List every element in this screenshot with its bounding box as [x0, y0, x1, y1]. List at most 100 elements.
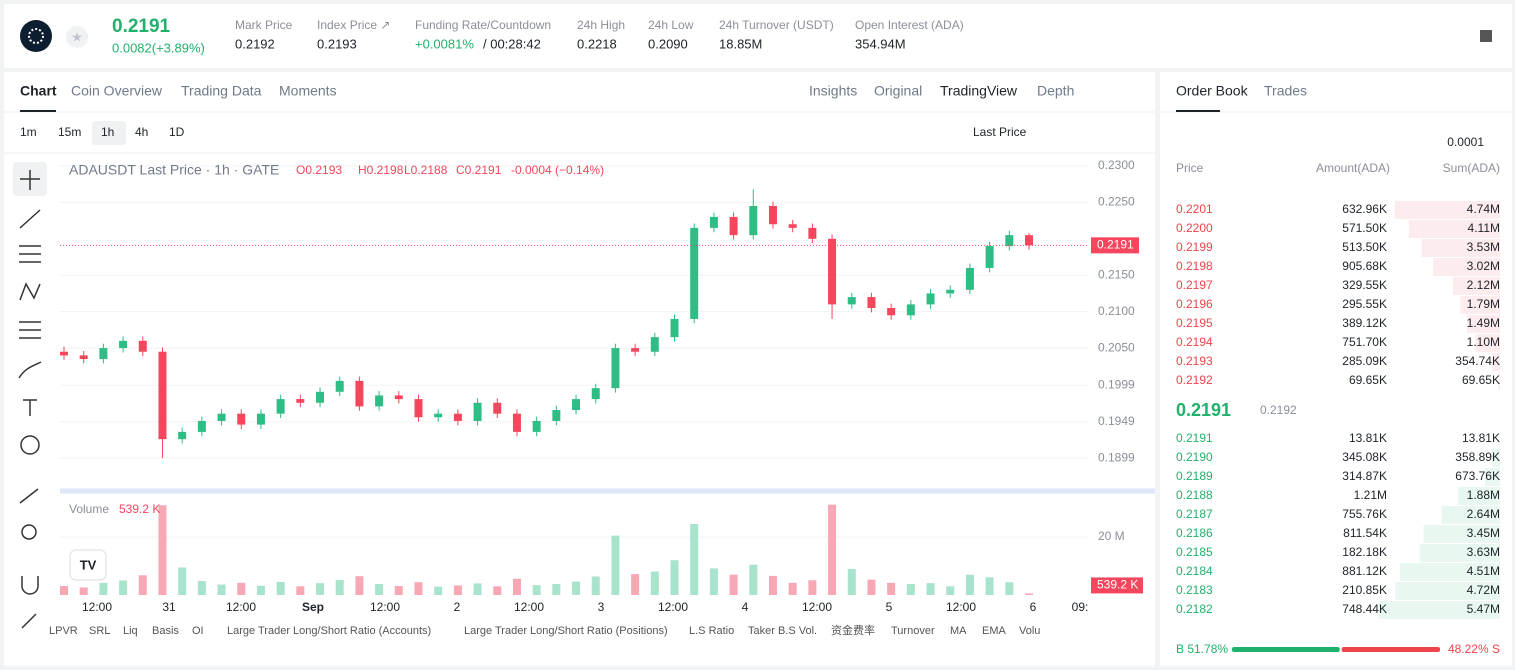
depth-bar	[1394, 201, 1500, 219]
precision[interactable]: 0.0001	[1447, 135, 1484, 149]
volume-bar	[532, 585, 541, 595]
volume-bar	[768, 575, 777, 595]
price-source[interactable]: Last Price	[973, 125, 1027, 139]
ob-sum: 3.45M	[1467, 526, 1500, 540]
volume-bar	[217, 584, 226, 595]
ob-amount: 69.65K	[1349, 373, 1387, 387]
stat-label: Open Interest (ADA)	[855, 18, 964, 32]
stat-value: 354.94M	[855, 36, 906, 51]
indicator[interactable]: OI	[192, 625, 204, 637]
interval[interactable]: 1D	[169, 125, 185, 139]
volume-bar	[591, 576, 600, 595]
interval[interactable]: 15m	[58, 125, 81, 139]
candle-body	[670, 318, 679, 338]
interval-selected	[92, 121, 126, 145]
ob-price: 0.2198	[1176, 259, 1213, 273]
sell-ratio-bar	[1341, 647, 1440, 652]
tab[interactable]: Moments	[279, 83, 337, 99]
volume-bar	[1005, 582, 1014, 595]
stat-value: +0.0081%	[415, 36, 474, 51]
interval[interactable]: 1m	[20, 125, 37, 139]
indicator[interactable]: Large Trader Long/Short Ratio (Accounts)	[227, 625, 431, 637]
candle-body	[453, 413, 462, 421]
ob-price: 0.2192	[1176, 373, 1213, 387]
volume-bar	[237, 582, 246, 595]
candle-body	[276, 399, 285, 414]
candle-body	[690, 227, 699, 319]
x-tick-label: 2	[454, 600, 461, 614]
volume-bar	[631, 574, 640, 595]
indicator[interactable]: Taker B.S Vol.	[748, 625, 817, 637]
candle-body	[887, 308, 896, 316]
candle-body	[512, 413, 521, 432]
depth-bar	[1378, 601, 1500, 619]
indicator[interactable]: Large Trader Long/Short Ratio (Positions…	[464, 625, 668, 637]
buy-ratio: B 51.78%	[1176, 642, 1228, 656]
coin-icon	[20, 20, 52, 52]
indicator[interactable]: Turnover	[891, 625, 935, 637]
indicator[interactable]: 资金费率	[831, 623, 875, 637]
tab[interactable]: Trading Data	[181, 83, 262, 99]
stat-label: 24h Low	[648, 18, 694, 32]
candle-body	[808, 227, 817, 239]
volume-bar	[906, 583, 915, 595]
depth-bar	[1441, 506, 1500, 524]
view-tab[interactable]: Original	[874, 83, 922, 99]
volume-value: 539.2 K	[119, 502, 160, 516]
ob-price: 0.2186	[1176, 526, 1213, 540]
indicator[interactable]: LPVR	[49, 625, 78, 637]
candle-body	[828, 238, 837, 305]
candle-body	[79, 355, 88, 360]
candle-body	[158, 351, 167, 440]
volume-bar	[1025, 593, 1033, 595]
indicator[interactable]: SRL	[89, 625, 110, 637]
ob-amount: 389.12K	[1342, 316, 1387, 330]
buy-ratio-bar	[1232, 647, 1340, 652]
candle-body	[197, 420, 206, 432]
ob-tab[interactable]: Order Book	[1176, 83, 1249, 99]
ob-amount: 285.09K	[1342, 354, 1387, 368]
favorite[interactable]	[66, 26, 88, 48]
ob-amount: 571.50K	[1342, 221, 1387, 235]
interval[interactable]: 4h	[135, 125, 148, 139]
view-tab[interactable]: Insights	[809, 83, 857, 99]
x-tick-label: 12:00	[226, 600, 256, 614]
indicator[interactable]: L.S Ratio	[689, 625, 734, 637]
depth-bar	[1423, 525, 1500, 543]
volume-bar	[946, 586, 955, 595]
view-tab[interactable]: Depth	[1037, 83, 1074, 99]
volume-bar	[985, 577, 994, 595]
indicator[interactable]: MA	[950, 625, 967, 637]
ob-amount: 1.21M	[1354, 488, 1387, 502]
book-icon[interactable]	[1480, 30, 1492, 42]
tab[interactable]: Coin Overview	[71, 83, 163, 99]
volume-bar	[138, 575, 147, 595]
tab[interactable]: Chart	[20, 83, 57, 99]
indicator[interactable]: Liq	[123, 625, 138, 637]
indicator[interactable]: Basis	[152, 625, 179, 637]
volume-bar	[394, 586, 403, 595]
ob-price: 0.2191	[1176, 431, 1213, 445]
y-tick-label: 0.2250	[1098, 195, 1135, 209]
interval[interactable]: 1h	[101, 125, 114, 139]
ob-tab[interactable]: Trades	[1264, 83, 1307, 99]
view-tab[interactable]: TradingView	[940, 83, 1018, 99]
candle-body	[434, 413, 443, 418]
x-tick-label: 12:00	[370, 600, 400, 614]
stat-label: Mark Price	[235, 18, 293, 32]
indicator[interactable]: EMA	[982, 625, 1007, 637]
indicator[interactable]: Volu	[1019, 625, 1040, 637]
stat-label: Funding Rate/Countdown	[415, 18, 551, 32]
depth-bar	[1458, 487, 1500, 505]
candle-body	[847, 297, 856, 305]
ob-price: 0.2199	[1176, 240, 1213, 254]
depth-bar	[1408, 220, 1500, 238]
tv-logo-text: TV	[80, 557, 97, 572]
volume-bar	[512, 578, 521, 595]
volume-bar	[709, 568, 718, 595]
volume-bar	[197, 581, 206, 595]
volume-bar	[867, 579, 876, 595]
candle-body	[946, 289, 955, 294]
chart-legend: ADAUSDT Last Price · 1h · GATE	[69, 162, 279, 178]
stat-value: 0.2193	[317, 36, 357, 51]
